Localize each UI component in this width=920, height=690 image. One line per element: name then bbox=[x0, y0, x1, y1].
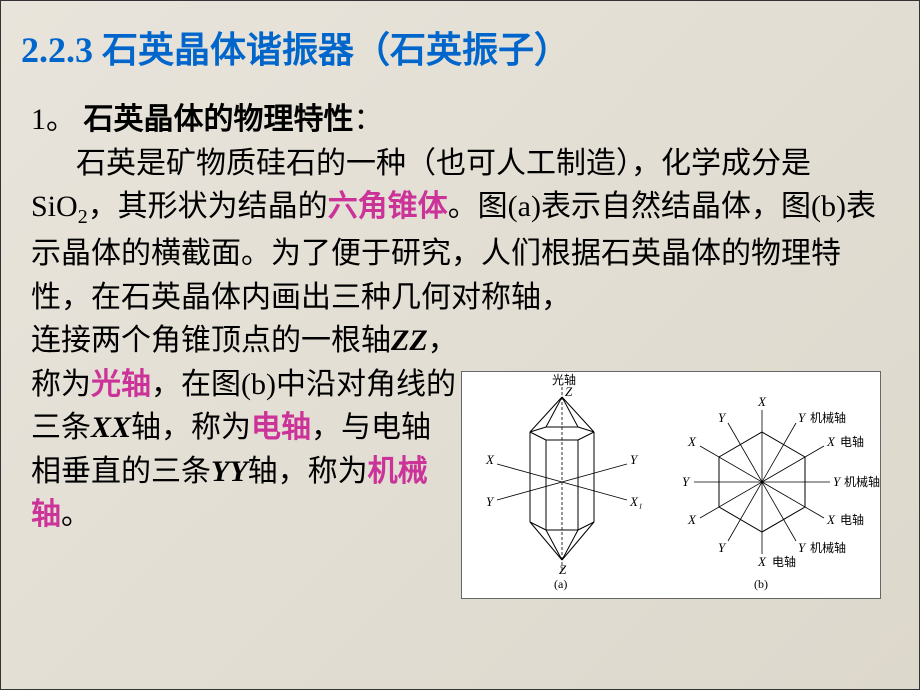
label-z-top: Z bbox=[565, 384, 573, 399]
label-z-bottom: Z bbox=[559, 562, 567, 577]
label-x-tl: X bbox=[485, 452, 495, 467]
paragraph-2: 连接两个角锥顶点的一根轴ZZ，称为光轴，在图(b)中沿对角线的三条XX轴，称为电… bbox=[31, 319, 461, 537]
text-2a: 连接两个角锥顶点的一根轴 bbox=[31, 324, 391, 357]
label-y-l: Y bbox=[682, 474, 691, 489]
var-xx: XX bbox=[91, 411, 131, 444]
label-x-top: X bbox=[757, 394, 767, 409]
highlight-optical: 光轴 bbox=[91, 368, 151, 401]
label-x-bot: X bbox=[757, 554, 767, 569]
label-y-r: Y bbox=[833, 474, 842, 489]
label-y-tl-b: Y bbox=[718, 410, 727, 425]
label-y-tr: Y bbox=[630, 452, 639, 467]
subscript-2: 2 bbox=[78, 206, 88, 228]
label-mech-1: 机械轴 bbox=[810, 410, 846, 425]
label-optical-a: 光轴 bbox=[552, 372, 576, 387]
label-elec-2: 电轴 bbox=[840, 512, 864, 527]
label-elec-1: 电轴 bbox=[840, 434, 864, 449]
text-1b: ，其形状为结晶的 bbox=[88, 190, 328, 223]
highlight-hexcone: 六角锥体 bbox=[328, 190, 448, 223]
caption-a: (a) bbox=[554, 577, 567, 591]
label-x-tl-b: X bbox=[687, 434, 697, 449]
label-y-bl-b: Y bbox=[718, 540, 727, 555]
label-x-bl-b: X bbox=[687, 512, 697, 527]
text-2f: 轴，称为 bbox=[248, 455, 368, 488]
label-y-tr-b: Y bbox=[798, 410, 807, 425]
section-number: 1。 bbox=[31, 103, 84, 136]
label-y-br-b: Y bbox=[798, 540, 807, 555]
text-2g: 。 bbox=[61, 498, 91, 531]
highlight-electric: 电轴 bbox=[251, 411, 311, 444]
label-mech-3: 机械轴 bbox=[810, 540, 846, 555]
var-yy: YY bbox=[211, 455, 248, 488]
paragraph-1: 1。 石英晶体的物理特性： 石英是矿物质硅石的一种（也可人工制造），化学成分是S… bbox=[31, 98, 889, 319]
var-zz: ZZ bbox=[391, 324, 428, 357]
crystal-diagram: 光轴 Z X Y Y X₁ Z (a) X X X X X bbox=[461, 371, 881, 599]
label-x-br-b: X bbox=[826, 512, 836, 527]
caption-b: (b) bbox=[754, 577, 768, 591]
section-subtitle: 石英晶体的物理特性 bbox=[84, 103, 354, 136]
label-elec-3: 电轴 bbox=[772, 554, 796, 569]
section-title: 2.2.3 石英晶体谐振器（石英振子） bbox=[1, 1, 919, 73]
label-x-tr-b: X bbox=[826, 434, 836, 449]
label-mech-2: 机械轴 bbox=[844, 474, 880, 489]
colon: ： bbox=[354, 103, 384, 136]
text-2d: 轴，称为 bbox=[131, 411, 251, 444]
content-area: 1。 石英晶体的物理特性： 石英是矿物质硅石的一种（也可人工制造），化学成分是S… bbox=[1, 73, 919, 319]
label-y-bl: Y bbox=[486, 494, 495, 509]
label-x1-br: X₁ bbox=[629, 494, 642, 509]
